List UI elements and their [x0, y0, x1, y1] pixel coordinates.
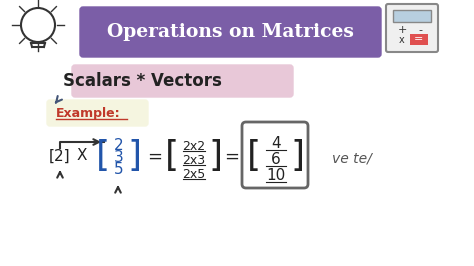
- FancyBboxPatch shape: [47, 100, 148, 126]
- Text: [: [: [96, 139, 110, 173]
- Text: 2x2: 2x2: [182, 139, 206, 152]
- Text: 2x5: 2x5: [182, 168, 206, 181]
- Text: 2x3: 2x3: [182, 153, 206, 167]
- Text: [: [: [165, 139, 179, 173]
- Text: 4: 4: [271, 136, 281, 152]
- Text: 10: 10: [266, 168, 286, 184]
- Text: 5: 5: [114, 163, 124, 177]
- Text: X: X: [77, 148, 87, 164]
- Text: -: -: [418, 25, 422, 35]
- FancyBboxPatch shape: [242, 122, 308, 188]
- FancyBboxPatch shape: [80, 7, 381, 57]
- Text: +: +: [397, 25, 407, 35]
- Text: 2: 2: [114, 139, 124, 153]
- Text: ]: ]: [128, 139, 142, 173]
- Text: Scalars * Vectors: Scalars * Vectors: [63, 72, 221, 90]
- FancyBboxPatch shape: [72, 65, 293, 97]
- Text: ve te/: ve te/: [332, 151, 372, 165]
- FancyBboxPatch shape: [386, 4, 438, 52]
- Text: =: =: [414, 35, 424, 44]
- Text: 6: 6: [271, 152, 281, 168]
- Text: ]: ]: [209, 139, 223, 173]
- Text: ]: ]: [291, 139, 305, 173]
- Text: x: x: [399, 35, 405, 45]
- Text: =: =: [225, 148, 239, 166]
- FancyBboxPatch shape: [410, 34, 428, 45]
- Text: Operations on Matrices: Operations on Matrices: [107, 23, 354, 41]
- Text: 3: 3: [114, 151, 124, 165]
- Text: [2]: [2]: [49, 148, 71, 164]
- Text: Example:: Example:: [56, 106, 120, 119]
- Text: =: =: [147, 148, 163, 166]
- FancyBboxPatch shape: [393, 10, 431, 22]
- Text: [: [: [247, 139, 261, 173]
